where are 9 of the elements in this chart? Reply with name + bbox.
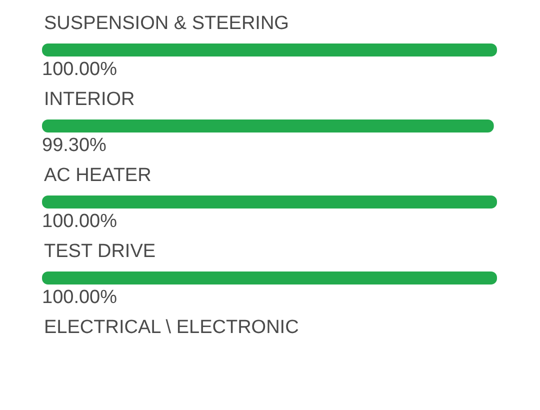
y-tick-label: TEST DRIVE: [44, 241, 156, 262]
data-label: 100.00%: [42, 59, 118, 80]
data-label: 100.00%: [42, 211, 118, 232]
data-label: 100.00%: [42, 287, 118, 308]
y-tick-label: SUSPENSION & STEERING: [44, 13, 289, 34]
y-tick-label: ELECTRICAL \ ELECTRONIC: [44, 317, 299, 338]
y-tick-label: INTERIOR: [44, 89, 135, 110]
data-label: 99.30%: [42, 135, 107, 156]
y-tick-label: AC HEATER: [44, 165, 152, 186]
